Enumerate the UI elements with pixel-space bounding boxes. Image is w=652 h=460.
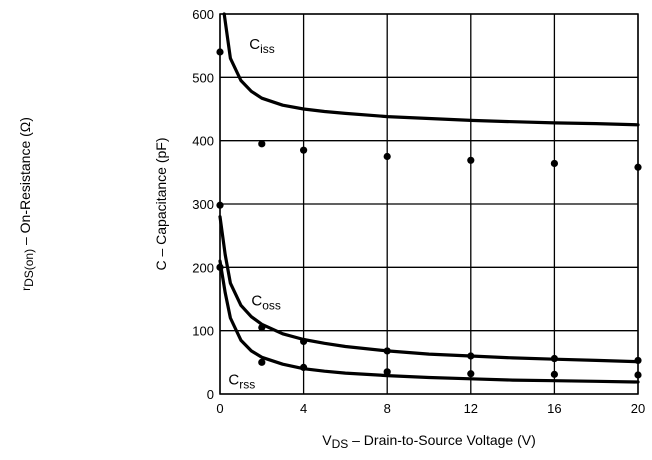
- data-point-3: [216, 48, 224, 56]
- x-tick-labels: 0 4 8 12 16 20: [216, 401, 645, 416]
- data-point-4: [634, 356, 642, 365]
- data-point-3: [634, 163, 642, 171]
- y-tick-label: 200: [192, 260, 214, 275]
- x-axis-title: VDS – Drain-to-Source Voltage (V): [322, 432, 536, 451]
- data-point-3: [467, 156, 475, 164]
- data-point-3: [383, 152, 391, 161]
- y-tick-label: 0: [207, 387, 214, 402]
- y-tick-label: 300: [192, 197, 214, 212]
- series-curves: [218, 12, 640, 384]
- data-point-5: [258, 358, 266, 366]
- data-point-4: [300, 337, 308, 346]
- data-point-5: [383, 368, 391, 376]
- data-point-4: [216, 201, 224, 209]
- series-label-oss: Coss: [251, 292, 281, 312]
- y-axis-title: C – Capacitance (pF): [153, 137, 169, 270]
- grid: [219, 13, 639, 395]
- y-tick-label: 500: [192, 70, 214, 85]
- data-point-4: [383, 347, 391, 355]
- data-point-4: [550, 354, 559, 363]
- x-tick-label: 0: [216, 401, 223, 416]
- series-curve-iss: [222, 12, 640, 127]
- data-point-3: [300, 146, 308, 154]
- y-tick-label: 100: [192, 324, 214, 339]
- data-point-4: [467, 352, 475, 360]
- x-tick-label: 12: [464, 401, 478, 416]
- series-curve-rss: [218, 259, 640, 384]
- data-point-5: [216, 263, 224, 271]
- data-point-5: [300, 363, 308, 371]
- series-labels: Ciss Coss Crss: [228, 36, 281, 392]
- y-tick-labels: 0 100 200 300 400 500 600: [192, 7, 214, 402]
- data-point-5: [634, 371, 642, 379]
- x-tick-label: 20: [631, 401, 645, 416]
- data-point-4: [258, 323, 266, 332]
- x-tick-label: 8: [384, 401, 391, 416]
- series-label-iss: Ciss: [249, 36, 275, 56]
- y-tick-label: 600: [192, 7, 214, 22]
- series-curve-oss: [218, 215, 640, 364]
- data-point-3: [258, 140, 266, 148]
- y-axis-secondary-title: rDS(on) – On-Resistance (Ω): [17, 117, 36, 291]
- series-label-rss: Crss: [228, 372, 255, 392]
- series-points: [216, 48, 642, 379]
- x-tick-label: 16: [547, 401, 561, 416]
- data-point-5: [550, 370, 559, 378]
- data-point-5: [467, 370, 475, 378]
- data-point-3: [550, 159, 559, 168]
- y-tick-label: 400: [192, 134, 214, 149]
- x-tick-label: 4: [300, 401, 307, 416]
